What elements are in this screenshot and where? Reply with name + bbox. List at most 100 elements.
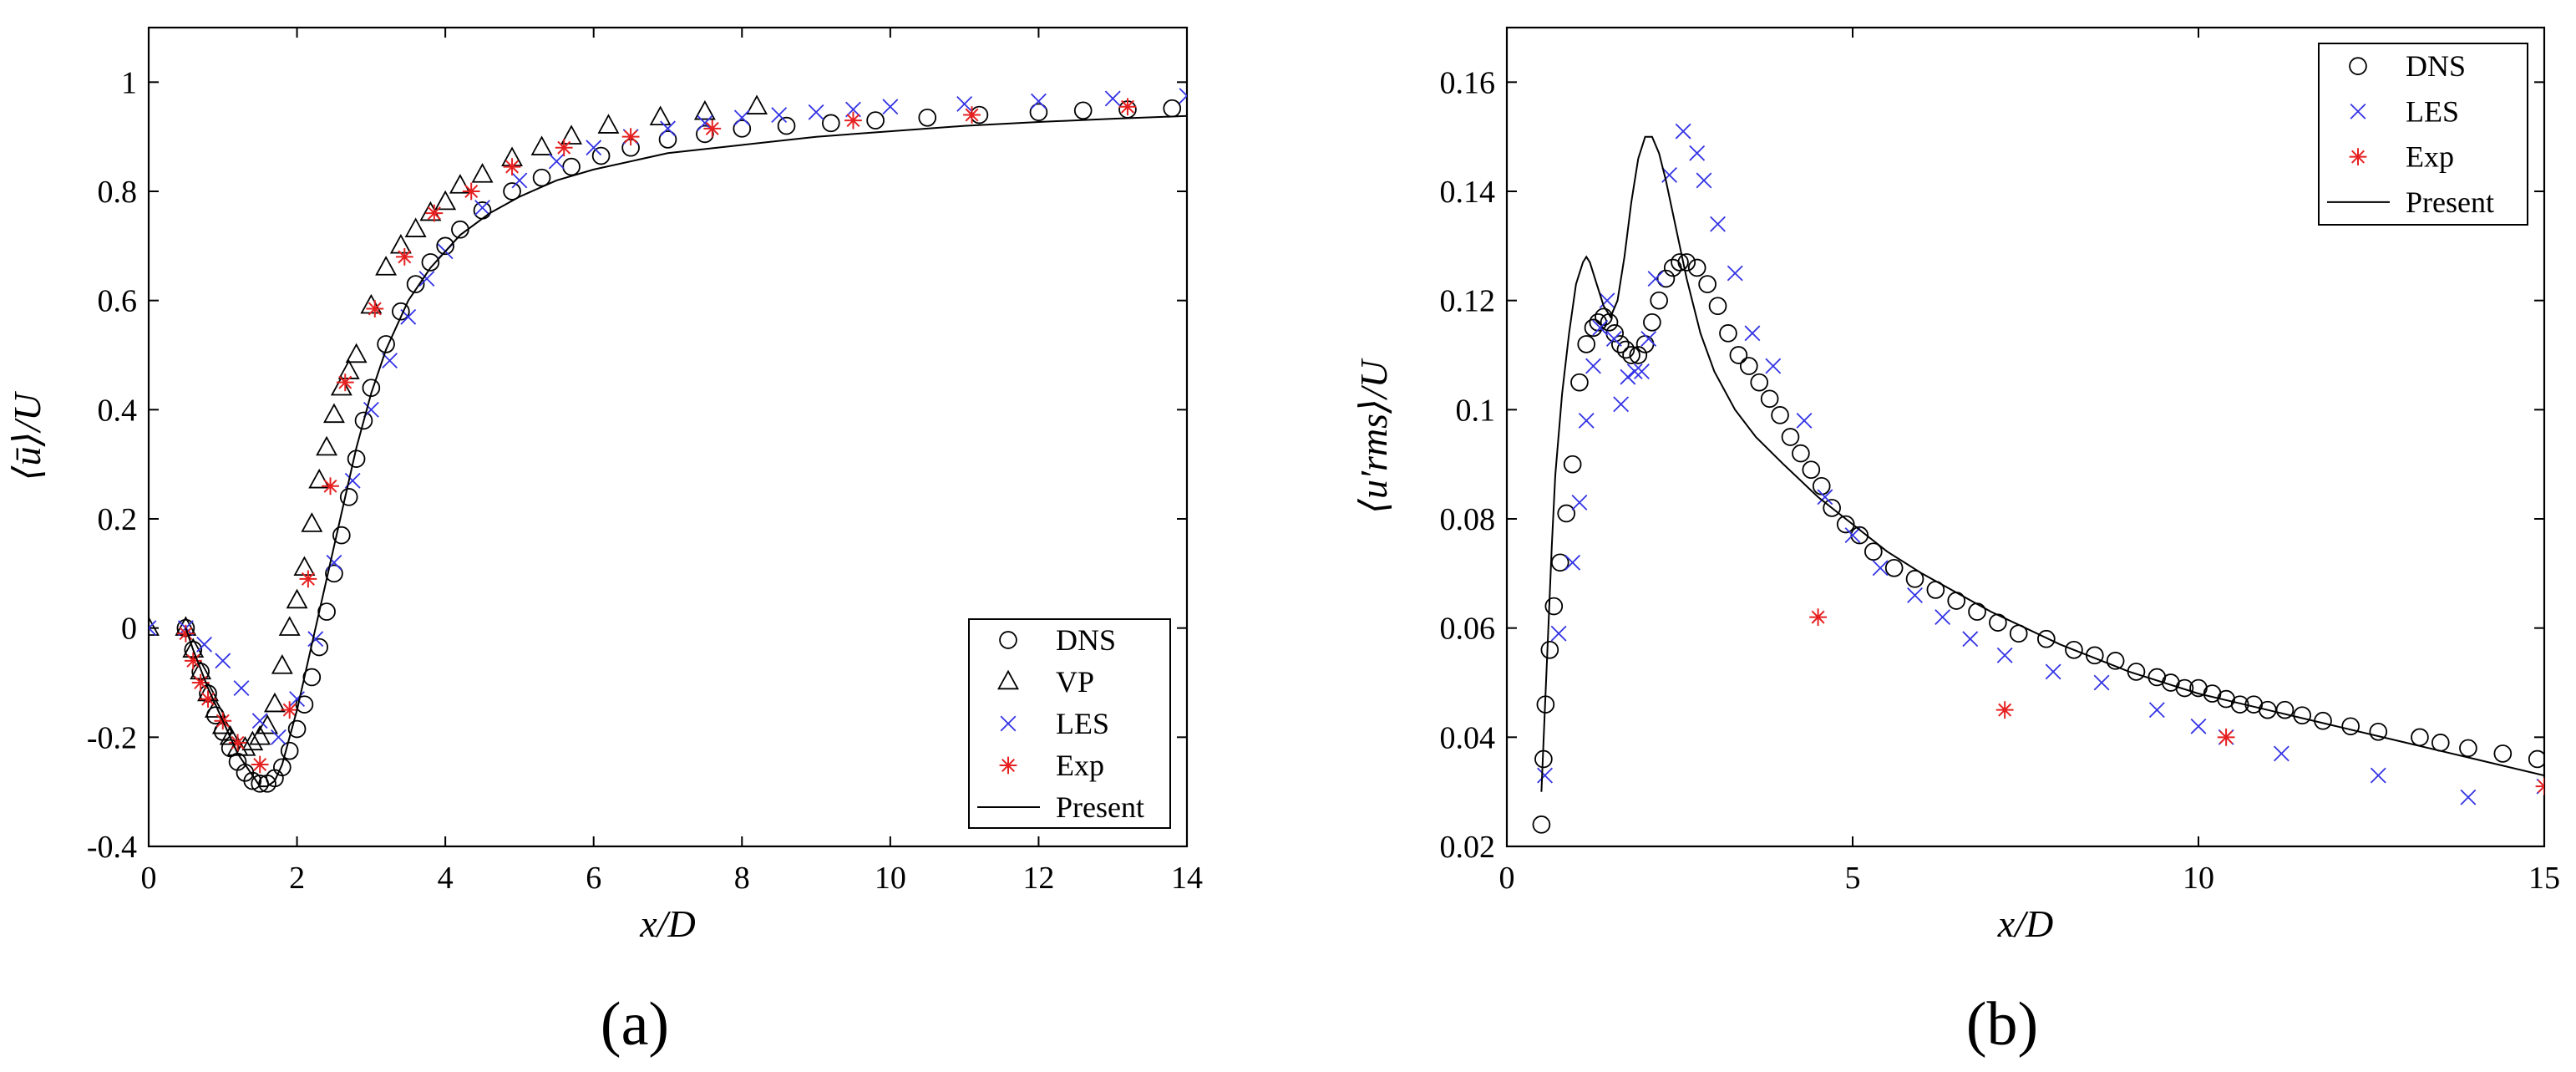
point-vp [597,114,620,134]
plot-frame [147,26,1189,848]
point-les [511,172,528,189]
legend: DNS LES Exp Present [2318,43,2528,226]
point-exp [199,690,217,708]
legend-label-exp: Exp [2406,140,2454,174]
point-exp [555,139,573,157]
point-les [1550,625,1567,642]
point-les [1661,166,1678,183]
point-dns [1989,613,2007,632]
point-dns [1650,291,1668,310]
point-dns [332,526,351,545]
point-dns [591,146,611,165]
legend-box [968,618,1171,829]
legend-swatch-les [2350,103,2366,119]
point-dns [1792,444,1810,463]
point-les [1605,330,1622,347]
point-dns [1570,373,1589,392]
legend-swatch-dns [999,631,1017,649]
point-vp [404,217,427,237]
point-dns [339,488,358,506]
point-les [270,729,287,745]
point-vp [263,692,286,713]
point-les [1765,358,1782,374]
point-vp [434,190,457,211]
point-les [1996,647,2013,663]
point-dns [1540,640,1559,659]
point-dns [1771,406,1789,424]
point-les [2045,663,2061,680]
y-tick-label: 0 [121,612,137,647]
point-exp [281,701,299,719]
point-dns [317,602,336,621]
y-tick-label: 0.2 [98,502,138,537]
point-dns [2106,652,2125,670]
y-tick-label: 1 [121,65,137,100]
point-dns [822,114,840,133]
x-tick-label: 8 [734,861,750,896]
point-dns [1532,815,1551,834]
point-les [1844,527,1861,544]
x-tick-label: 14 [1171,861,1203,896]
legend-swatch-les [1000,715,1017,732]
point-dns [1823,499,1841,517]
point-dns [1671,253,1689,272]
point-exp [425,204,444,222]
point-vp [560,124,583,145]
point-vp [149,616,160,636]
plot-frame [1505,26,2546,848]
point-les [1613,396,1630,413]
point-vp [530,135,553,155]
legend-label-dns: DNS [1056,623,1116,657]
y-tick-label: 0.16 [1440,65,1496,100]
point-vp [323,403,345,424]
point-dns [473,201,492,220]
point-dns [1802,460,1821,480]
x-tick-label: 10 [2183,861,2214,896]
point-dns [1029,103,1048,122]
legend-label-vp: VP [1056,665,1094,699]
y-tick-label: 0.02 [1440,830,1496,865]
point-dns [733,119,752,138]
point-les [1935,609,1951,626]
point-les [1872,560,1889,577]
point-exp [336,373,354,392]
legend-label-present: Present [2406,185,2494,219]
x-tick-label: 2 [289,861,305,896]
point-dns [1864,542,1883,561]
point-exp [503,158,521,175]
point-vp [471,163,494,183]
point-les [771,107,788,123]
point-dns [2369,722,2388,741]
point-exp [1118,98,1137,116]
point-les [1626,363,1643,380]
point-vp [345,343,368,363]
point-exp [322,477,339,495]
point-les [882,99,899,115]
point-dns [421,253,440,272]
point-les [733,109,750,126]
point-dns [280,741,299,760]
point-exp [395,248,413,266]
point-dns [2493,744,2513,763]
point-dns [1760,389,1779,409]
series-exp [176,98,1137,774]
point-vp [219,724,241,745]
x-axis-label: x/D [639,902,695,945]
point-vp [316,435,338,456]
point-dns [2431,734,2450,752]
plot-area [1532,123,2544,834]
panel-label: (b) [1966,990,2038,1059]
point-les [1675,123,1691,140]
point-exp [462,182,480,201]
point-les [1796,412,1813,429]
point-dns [2275,700,2295,719]
point-dns [1739,357,1758,375]
point-dns [2341,717,2360,736]
point-les [1564,554,1581,571]
point-dns [243,771,262,790]
legend-swatch-exp [999,756,1017,775]
point-les [660,120,676,137]
point-dns [1698,275,1716,293]
point-dns [2065,640,2083,659]
point-les [307,631,324,648]
